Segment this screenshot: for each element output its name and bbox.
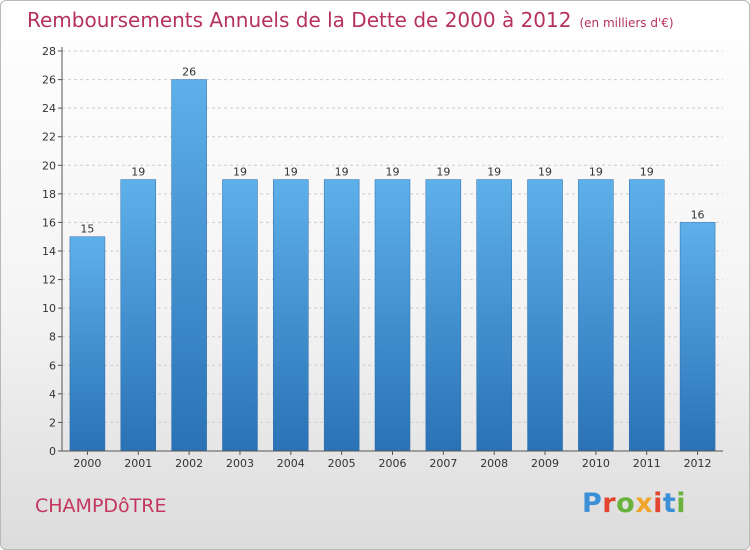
y-tick-label: 22 <box>42 131 56 144</box>
bar <box>425 179 462 452</box>
logo-letter: P <box>582 488 603 519</box>
bar <box>222 179 258 452</box>
bar <box>374 179 411 452</box>
x-tick-label: 2001 <box>124 457 152 470</box>
bar <box>578 179 614 452</box>
logo-letter: r <box>602 488 617 519</box>
bar <box>476 179 512 452</box>
x-tick-label: 2002 <box>175 457 203 470</box>
logo-letter: o <box>616 488 636 519</box>
data-label: 19 <box>436 166 450 179</box>
chart-unit: (en milliers d'€) <box>579 16 674 30</box>
y-tick-label: 14 <box>42 245 56 258</box>
data-label: 19 <box>284 166 298 179</box>
y-tick-label: 6 <box>49 359 56 372</box>
chart-title: Remboursements Annuels de la Dette de 20… <box>27 8 572 32</box>
y-tick-label: 10 <box>42 302 56 315</box>
data-label: 15 <box>80 223 94 236</box>
data-label: 19 <box>131 166 145 179</box>
x-tick-label: 2008 <box>480 457 508 470</box>
x-tick-label: 2005 <box>328 457 356 470</box>
data-label: 19 <box>233 166 247 179</box>
data-label: 19 <box>335 166 349 179</box>
data-label: 19 <box>589 166 603 179</box>
y-tick-label: 12 <box>42 274 56 287</box>
bar <box>628 179 665 452</box>
data-label: 19 <box>640 166 654 179</box>
y-tick-label: 18 <box>42 188 56 201</box>
logo-letter: i <box>653 488 663 519</box>
y-tick-label: 0 <box>49 445 56 458</box>
data-label: 19 <box>538 166 552 179</box>
y-tick-label: 20 <box>42 159 56 172</box>
y-tick-label: 2 <box>49 416 56 429</box>
x-tick-label: 2004 <box>277 457 305 470</box>
x-tick-label: 2007 <box>429 457 457 470</box>
commune-name: CHAMPDôTRE <box>35 495 167 517</box>
bar <box>171 79 207 452</box>
x-tick-label: 2003 <box>226 457 254 470</box>
y-tick-label: 28 <box>42 45 56 58</box>
proxiti-logo[interactable]: Proxiti <box>582 488 686 519</box>
bar <box>69 236 106 452</box>
x-tick-label: 2012 <box>684 457 712 470</box>
data-label: 16 <box>691 208 705 221</box>
bar <box>679 222 716 452</box>
data-label: 19 <box>487 166 501 179</box>
x-tick-label: 2009 <box>531 457 559 470</box>
data-label: 19 <box>386 166 400 179</box>
x-tick-label: 2006 <box>379 457 407 470</box>
logo-letter: i <box>676 488 687 519</box>
logo-letter: t <box>662 488 677 519</box>
bar <box>527 179 563 452</box>
y-tick-label: 8 <box>49 331 56 344</box>
x-tick-label: 2000 <box>73 457 101 470</box>
bar <box>273 179 309 452</box>
y-tick-label: 16 <box>42 216 56 229</box>
bar <box>323 179 360 452</box>
y-tick-label: 4 <box>49 388 56 401</box>
y-tick-label: 24 <box>42 102 56 115</box>
logo-letter: x <box>635 488 654 519</box>
data-label: 26 <box>182 66 196 79</box>
x-tick-label: 2010 <box>582 457 610 470</box>
chart-title-block: Remboursements Annuels de la Dette de 20… <box>27 8 674 32</box>
x-tick-label: 2011 <box>633 457 661 470</box>
y-tick-label: 26 <box>42 74 56 87</box>
bar <box>120 179 157 452</box>
